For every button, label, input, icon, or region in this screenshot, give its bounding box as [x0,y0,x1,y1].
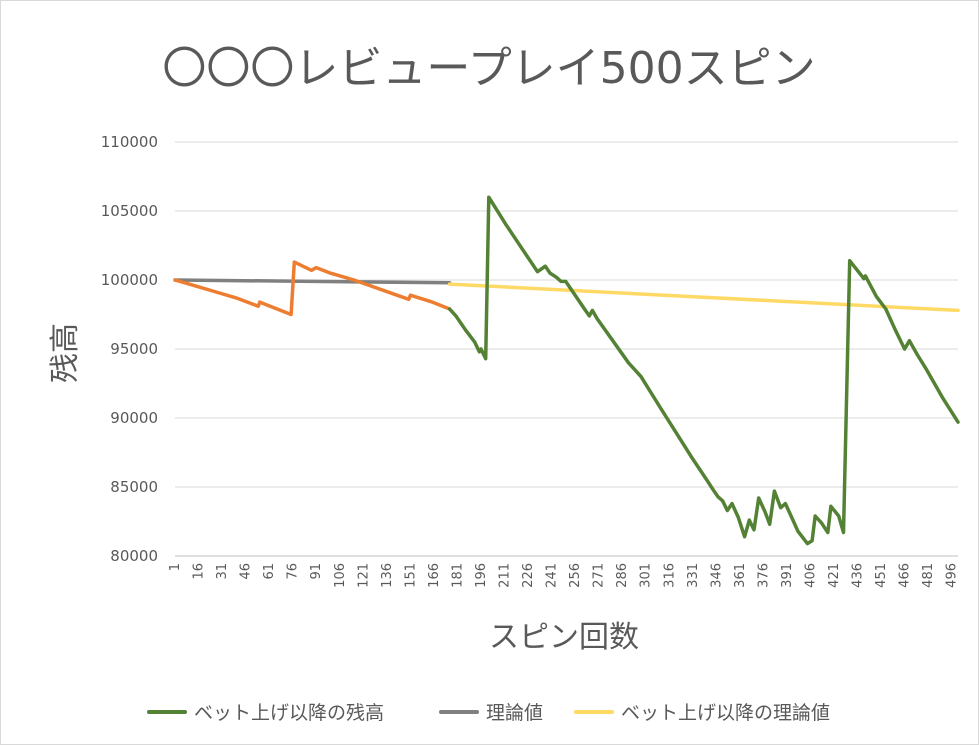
legend: ベット上げ以降の残高 理論値 ベット上げ以降の理論値 [147,702,830,724]
x-tick-label: 91 [309,563,324,580]
x-tick-label: 421 [827,563,842,588]
y-tick-label: 85000 [110,478,158,496]
x-tick-label: 316 [662,563,677,588]
x-tick-label: 181 [450,563,465,588]
legend-label: 理論値 [486,702,543,724]
x-tick-label: 271 [592,563,607,588]
x-tick-label: 226 [521,563,536,588]
x-tick-label: 436 [851,563,866,588]
x-tick-label: 466 [898,563,913,588]
x-tick-label: 391 [780,563,795,588]
legend-label: ベット上げ以降の理論値 [621,702,830,724]
x-tick-label: 241 [545,563,560,588]
x-tick-label: 481 [921,563,936,588]
x-tick-label: 196 [474,563,489,588]
series-lines [173,195,960,546]
x-tick-label: 151 [403,563,418,588]
x-tick-label: 331 [686,563,701,588]
x-axis-title: スピン回数 [489,620,639,655]
x-tick-label: 361 [733,563,748,588]
x-tick-label: 496 [945,563,960,588]
x-tick-label: 61 [262,563,277,580]
x-tick-label: 106 [333,563,348,588]
x-tick-label: 166 [427,563,442,588]
gridlines [175,141,958,557]
series-line-2 [173,278,452,285]
y-tick-label: 90000 [110,409,158,427]
x-axis-ticks: 1 16 31 46 61 76 91 106 121 136 151 166 181 196 211 226… [168,563,960,588]
y-tick-label: 105000 [101,202,158,220]
x-tick-label: 256 [568,563,583,588]
y-axis-title: 残高 [48,323,83,383]
x-tick-label: 211 [498,563,513,588]
x-tick-label: 121 [356,563,371,588]
x-tick-label: 286 [615,563,630,588]
y-tick-label: 95000 [110,340,158,358]
y-tick-label: 110000 [101,133,158,151]
chart-title: 〇〇〇レビュープレイ500スピン [162,43,815,94]
x-tick-label: 451 [874,563,889,588]
series-line-0 [173,260,452,317]
x-tick-label: 376 [756,563,771,588]
series-line-3 [447,282,960,313]
series-line-1 [447,195,960,546]
x-tick-label: 1 [168,563,183,571]
y-axis-ticks: 80000 85000 90000 95000 100000 105000 110000 [101,133,158,565]
x-tick-label: 301 [639,563,654,588]
legend-label: ベット上げ以降の残高 [194,702,384,724]
x-tick-label: 76 [286,563,301,580]
x-tick-label: 16 [192,563,207,580]
x-tick-label: 31 [215,563,230,580]
y-tick-label: 100000 [101,271,158,289]
x-tick-label: 406 [804,563,819,588]
x-tick-label: 46 [239,563,254,580]
y-tick-label: 80000 [110,547,158,565]
x-tick-label: 136 [380,563,395,588]
x-tick-label: 346 [709,563,724,588]
